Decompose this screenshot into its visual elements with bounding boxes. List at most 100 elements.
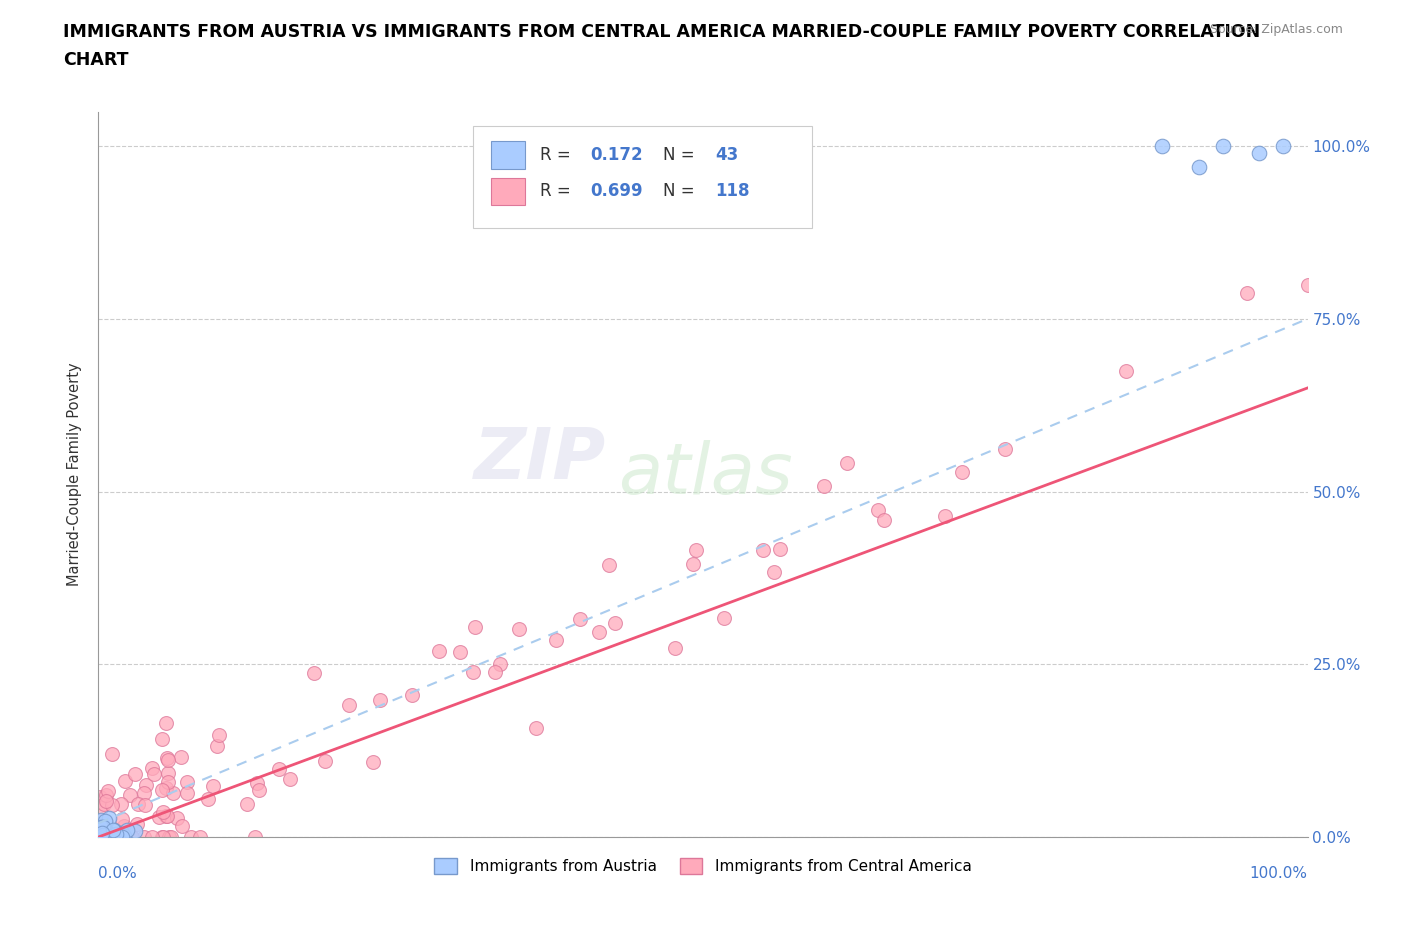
Point — [114, 773, 136, 788]
Point — [170, 750, 193, 764]
Point — [121, 830, 143, 844]
Point — [91, 819, 114, 834]
Point — [124, 824, 146, 839]
Point — [101, 828, 124, 843]
Point — [94, 830, 117, 844]
Point — [101, 747, 124, 762]
Point — [155, 715, 177, 730]
Point — [101, 797, 124, 812]
Point — [180, 830, 202, 844]
Point — [124, 767, 146, 782]
Point — [267, 762, 290, 777]
Point — [135, 777, 157, 792]
Point — [813, 478, 835, 493]
Point — [208, 727, 231, 742]
Text: 43: 43 — [716, 146, 738, 164]
Point — [157, 830, 180, 844]
Point — [176, 786, 198, 801]
Point — [93, 830, 115, 844]
Point — [835, 456, 858, 471]
Point — [89, 825, 111, 840]
Text: CHART: CHART — [63, 51, 129, 69]
FancyBboxPatch shape — [474, 126, 811, 228]
Point — [93, 826, 115, 841]
Point — [546, 632, 568, 647]
Point — [1236, 286, 1258, 300]
Point — [1272, 139, 1295, 153]
Point — [89, 827, 111, 842]
Point — [156, 751, 179, 765]
Point — [89, 822, 111, 837]
Point — [524, 721, 547, 736]
Point — [162, 785, 184, 800]
Point — [118, 788, 141, 803]
Point — [103, 822, 125, 837]
Point — [176, 775, 198, 790]
Point — [104, 830, 127, 844]
Text: Source: ZipAtlas.com: Source: ZipAtlas.com — [1209, 23, 1343, 36]
Point — [90, 819, 112, 834]
Point — [103, 830, 125, 844]
Point — [96, 788, 118, 803]
Point — [91, 828, 114, 843]
Point — [94, 826, 117, 841]
Point — [89, 830, 111, 844]
Point — [188, 830, 211, 844]
Y-axis label: Married-Couple Family Poverty: Married-Couple Family Poverty — [67, 363, 83, 586]
Point — [762, 565, 785, 579]
Point — [449, 644, 471, 659]
Point — [713, 610, 735, 625]
Point — [132, 786, 155, 801]
Point — [368, 693, 391, 708]
Bar — [492, 141, 526, 169]
Legend: Immigrants from Austria, Immigrants from Central America: Immigrants from Austria, Immigrants from… — [429, 852, 977, 880]
Point — [603, 616, 626, 631]
Point — [93, 829, 115, 844]
Point — [152, 804, 174, 819]
Text: ZIP: ZIP — [474, 425, 606, 494]
Text: atlas: atlas — [619, 440, 793, 509]
Point — [249, 782, 271, 797]
Point — [278, 771, 301, 786]
Point — [96, 793, 118, 808]
Point — [127, 817, 149, 831]
Point — [150, 783, 173, 798]
Point — [94, 823, 117, 838]
Text: 0.699: 0.699 — [591, 182, 643, 200]
Point — [141, 830, 163, 844]
Point — [160, 830, 183, 844]
Point — [157, 775, 180, 790]
Point — [98, 830, 121, 844]
Point — [401, 688, 423, 703]
Text: 118: 118 — [716, 182, 749, 200]
Point — [148, 809, 170, 824]
Point — [101, 822, 124, 837]
Point — [89, 790, 111, 804]
Point — [752, 542, 775, 557]
Point — [105, 830, 128, 844]
Point — [150, 830, 173, 844]
Point — [994, 442, 1017, 457]
Point — [156, 752, 179, 767]
Point — [464, 619, 486, 634]
Point — [170, 818, 193, 833]
Point — [98, 811, 121, 826]
Point — [489, 657, 512, 671]
Text: N =: N = — [664, 182, 700, 200]
Point — [235, 797, 257, 812]
Point — [100, 827, 122, 842]
Point — [157, 766, 180, 781]
Point — [156, 808, 179, 823]
Point — [120, 830, 142, 844]
Point — [89, 830, 111, 844]
Point — [664, 641, 686, 656]
Point — [101, 828, 124, 843]
Point — [94, 830, 117, 844]
Point — [112, 830, 135, 844]
Point — [94, 825, 117, 840]
Point — [94, 826, 117, 841]
Point — [117, 823, 139, 838]
Point — [111, 830, 134, 844]
Text: N =: N = — [664, 146, 700, 164]
Point — [166, 811, 188, 826]
